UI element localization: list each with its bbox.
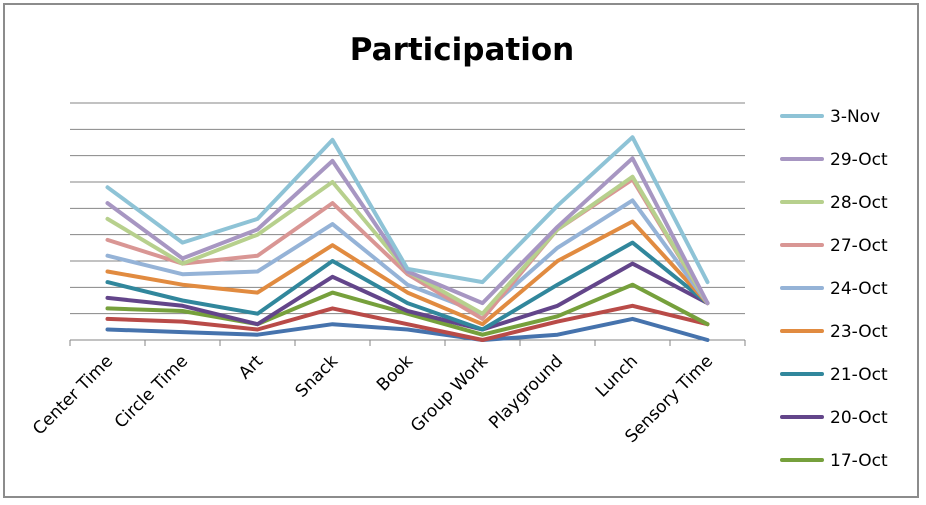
series-line-20-oct [105, 261, 710, 332]
series-line-3-nov [105, 135, 710, 285]
x-axis [69, 339, 746, 346]
legend: 3-Nov 29-Oct 28-Oct 27-Oct 24-Oct 23-Oct 21-Oc… [780, 107, 888, 471]
x-tick-label: Snack [292, 351, 342, 401]
legend-label: 20-Oct [830, 408, 888, 428]
series-line-15-oct [105, 316, 710, 342]
x-tick-label: Book [373, 351, 417, 395]
legend-label: 24-Oct [830, 279, 888, 299]
chart-frame [3, 3, 919, 498]
legend-label: 27-Oct [830, 236, 888, 256]
legend-label: 21-Oct [830, 365, 888, 385]
series-line-17-oct [105, 282, 710, 337]
x-tick-label: Art [235, 351, 267, 383]
series-lines [105, 135, 710, 342]
x-tick-label: Playground [485, 351, 567, 433]
x-tick-label: Circle Time [111, 351, 192, 432]
series-line-24-oct [105, 198, 710, 316]
series-line-16-oct [105, 303, 710, 342]
series-line-29-oct [105, 156, 710, 306]
series-line-23-oct [105, 219, 710, 327]
series-line-21-oct [105, 240, 710, 332]
legend-label: 17-Oct [830, 451, 888, 471]
x-tick-label: Center Time [29, 351, 117, 439]
legend-label: 29-Oct [830, 150, 888, 170]
legend-label: 28-Oct [830, 193, 888, 213]
legend-label: 3-Nov [830, 107, 880, 127]
chart-title: Participation [350, 32, 574, 68]
x-tick-label: Lunch [592, 351, 642, 401]
legend-label: 23-Oct [830, 322, 888, 342]
x-tick-label: Group Work [407, 351, 492, 436]
